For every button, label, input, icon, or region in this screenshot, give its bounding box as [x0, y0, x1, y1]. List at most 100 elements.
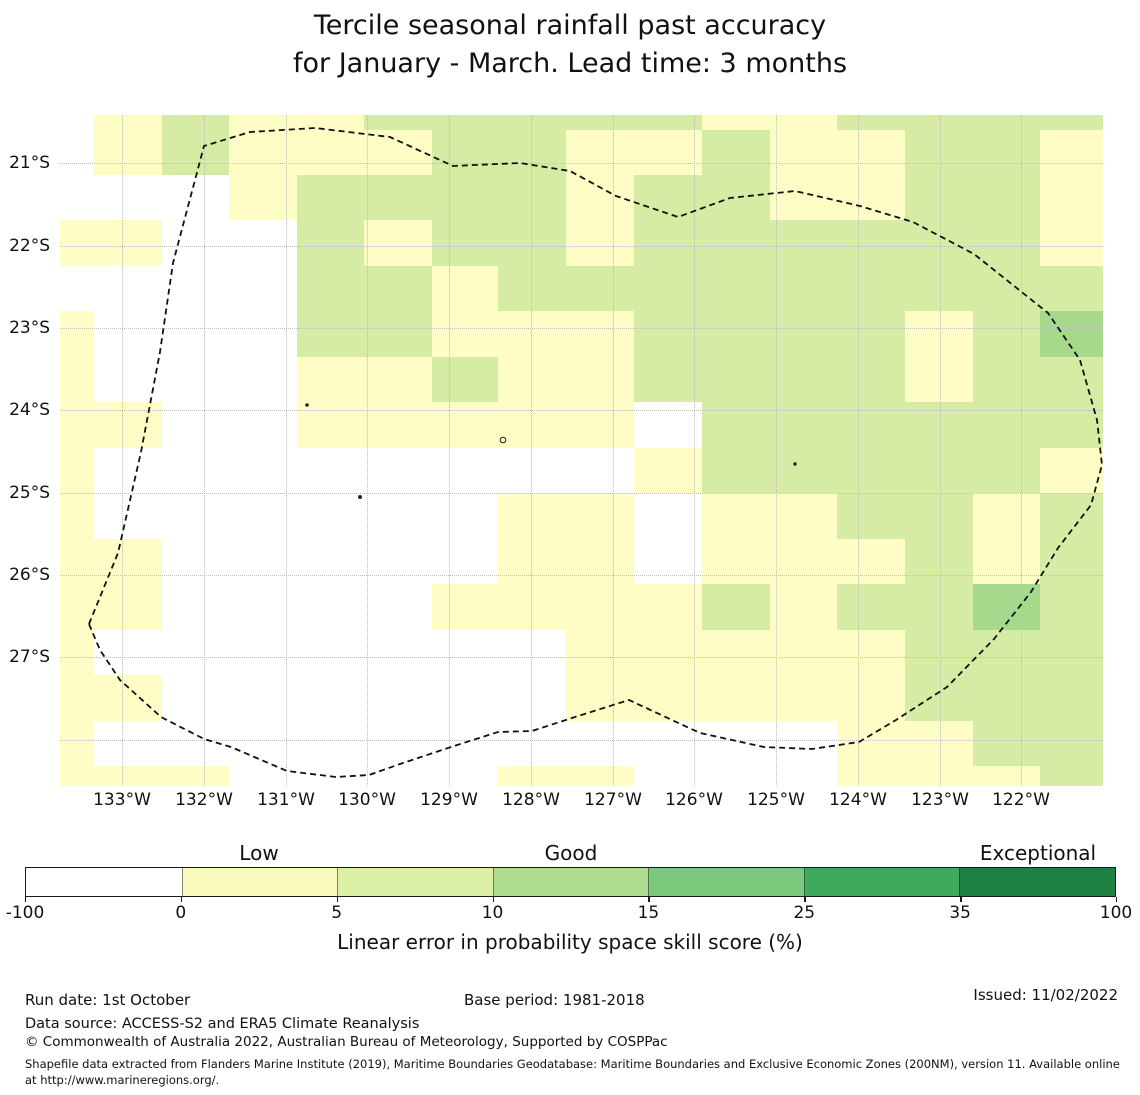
map-cell	[566, 115, 634, 130]
map-cell	[566, 630, 634, 675]
map-cell	[94, 721, 162, 766]
map-cell	[94, 584, 162, 630]
y-tick-label: 23°S	[9, 318, 50, 338]
map-cell	[837, 630, 905, 675]
map-cell	[973, 130, 1040, 175]
map-cell	[432, 721, 498, 766]
map-cell	[905, 721, 973, 766]
map-cell	[162, 266, 229, 311]
map-cell	[837, 115, 905, 130]
map-cell	[973, 721, 1040, 766]
map-cell	[837, 539, 905, 584]
run-date-text: Run date: 1st October	[25, 991, 191, 1009]
map-cell	[162, 539, 229, 584]
colorbar-segment	[492, 868, 649, 896]
map-cell	[162, 584, 229, 630]
map-cell	[297, 266, 364, 311]
map-cell	[566, 130, 634, 175]
map-cell	[60, 311, 94, 357]
map-cell	[905, 266, 973, 311]
map-cell	[498, 311, 566, 357]
map-cell	[973, 311, 1040, 357]
map-cell	[297, 130, 364, 175]
x-tick-label: 128°W	[502, 790, 560, 810]
map-cell	[297, 448, 364, 493]
colorbar-tick-mark	[180, 897, 183, 902]
map-cell	[837, 766, 905, 786]
map-cell	[94, 311, 162, 357]
colorbar-tick-mark	[492, 897, 494, 902]
map-cell	[60, 130, 94, 175]
horizontal-gridline	[60, 246, 1103, 247]
map-cell	[94, 402, 162, 448]
map-cell	[837, 402, 905, 448]
map-cell	[60, 539, 94, 584]
map-cell	[364, 630, 432, 675]
map-cell	[837, 220, 905, 266]
vertical-gridline	[531, 115, 532, 786]
map-cell	[770, 357, 837, 402]
data-source-text: Data source: ACCESS-S2 and ERA5 Climate …	[25, 1016, 420, 1032]
map-cell	[905, 584, 973, 630]
map-cell	[770, 266, 837, 311]
map-cell	[162, 493, 229, 539]
map-cell	[905, 675, 973, 721]
x-tick-label: 125°W	[747, 790, 805, 810]
y-tick-label: 25°S	[9, 483, 50, 503]
map-cell	[60, 721, 94, 766]
map-cell	[432, 175, 498, 220]
map-cell	[1040, 311, 1103, 357]
y-tick-label: 24°S	[9, 400, 50, 420]
map-cell	[1040, 266, 1103, 311]
x-tick-label: 129°W	[420, 790, 478, 810]
map-cell	[297, 357, 364, 402]
map-cell	[364, 539, 432, 584]
map-cell	[905, 766, 973, 786]
vertical-gridline	[858, 115, 859, 786]
colorbar-category-label: Exceptional	[979, 841, 1097, 865]
vertical-gridline	[694, 115, 695, 786]
map-cell	[432, 266, 498, 311]
map-cell	[432, 448, 498, 493]
horizontal-gridline	[60, 410, 1103, 411]
map-cell	[770, 584, 837, 630]
colorbar-segment	[26, 868, 182, 896]
map-cell	[364, 357, 432, 402]
map-cell	[297, 311, 364, 357]
map-cell	[837, 175, 905, 220]
map-cell	[905, 175, 973, 220]
map-cell	[634, 584, 702, 630]
horizontal-gridline	[60, 740, 1103, 741]
map-cell	[60, 115, 94, 130]
map-cell	[770, 115, 837, 130]
map-cell	[432, 493, 498, 539]
colorbar-tick-label: 25	[793, 903, 816, 923]
colorbar-category-label: Low	[239, 841, 279, 865]
map-cell	[702, 115, 770, 130]
map-cell	[432, 584, 498, 630]
map-cell	[634, 766, 702, 786]
map-cell	[905, 115, 973, 130]
map-cell	[566, 311, 634, 357]
map-cell	[905, 493, 973, 539]
y-tick-label: 27°S	[9, 647, 50, 667]
x-tick-label: 126°W	[665, 790, 723, 810]
map-cell	[566, 721, 634, 766]
map-cell	[634, 675, 702, 721]
map-cell	[634, 175, 702, 220]
map-cell	[566, 584, 634, 630]
map-cell	[297, 493, 364, 539]
map-cell	[702, 539, 770, 584]
colorbar-segment	[959, 868, 1115, 896]
map-cell	[770, 630, 837, 675]
x-tick-label: 133°W	[93, 790, 151, 810]
map-cell	[973, 493, 1040, 539]
map-cell	[1040, 130, 1103, 175]
chart-title-line2: for January - March. Lead time: 3 months	[292, 48, 848, 79]
map-cell	[364, 220, 432, 266]
base-period-text: Base period: 1981-2018	[464, 991, 645, 1009]
map-cell	[297, 584, 364, 630]
x-tick-label: 131°W	[257, 790, 315, 810]
horizontal-gridline	[60, 328, 1103, 329]
map-cell	[702, 448, 770, 493]
